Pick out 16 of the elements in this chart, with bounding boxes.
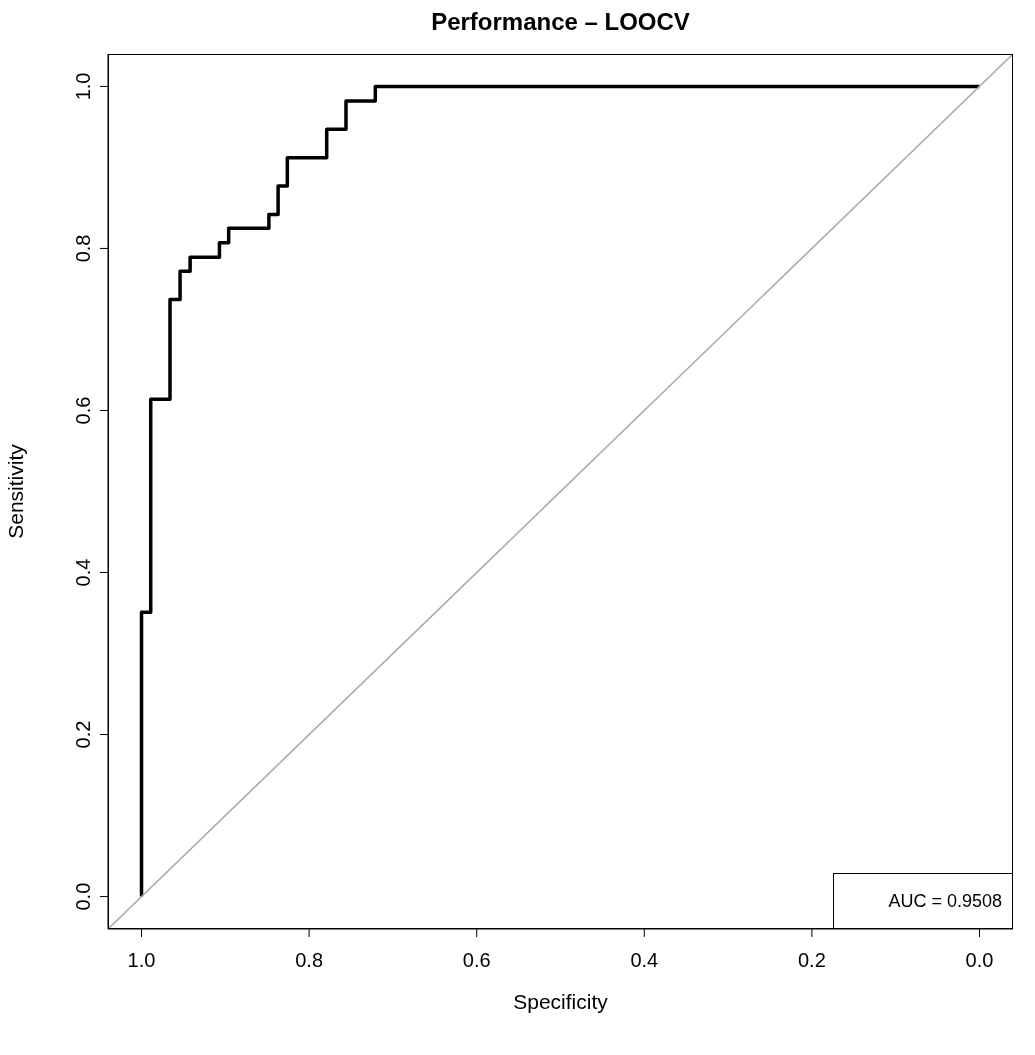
note-box: AUC = 0.9508 bbox=[833, 873, 1013, 929]
y-tick-label: 0.2 bbox=[72, 720, 94, 749]
x-tick-label: 0.8 bbox=[295, 949, 324, 972]
x-tick-label: 0.4 bbox=[630, 949, 659, 972]
x-tick-label: 1.0 bbox=[127, 949, 156, 972]
y-tick-label: 1.0 bbox=[72, 72, 94, 101]
y-tick-label: 0.0 bbox=[72, 882, 94, 911]
chart-title: Performance – LOOCV bbox=[430, 8, 691, 37]
y-axis-title: Sensitivity bbox=[4, 443, 28, 539]
y-tick-label: 0.8 bbox=[72, 234, 94, 263]
x-tick-label: 0.2 bbox=[797, 949, 826, 972]
y-tick-label: 0.4 bbox=[72, 558, 94, 587]
x-tick-label: 0.0 bbox=[965, 949, 994, 972]
x-axis-title: Specificity bbox=[513, 990, 609, 1013]
y-tick-label: 0.6 bbox=[72, 396, 94, 425]
x-tick-label: 0.6 bbox=[462, 949, 491, 972]
